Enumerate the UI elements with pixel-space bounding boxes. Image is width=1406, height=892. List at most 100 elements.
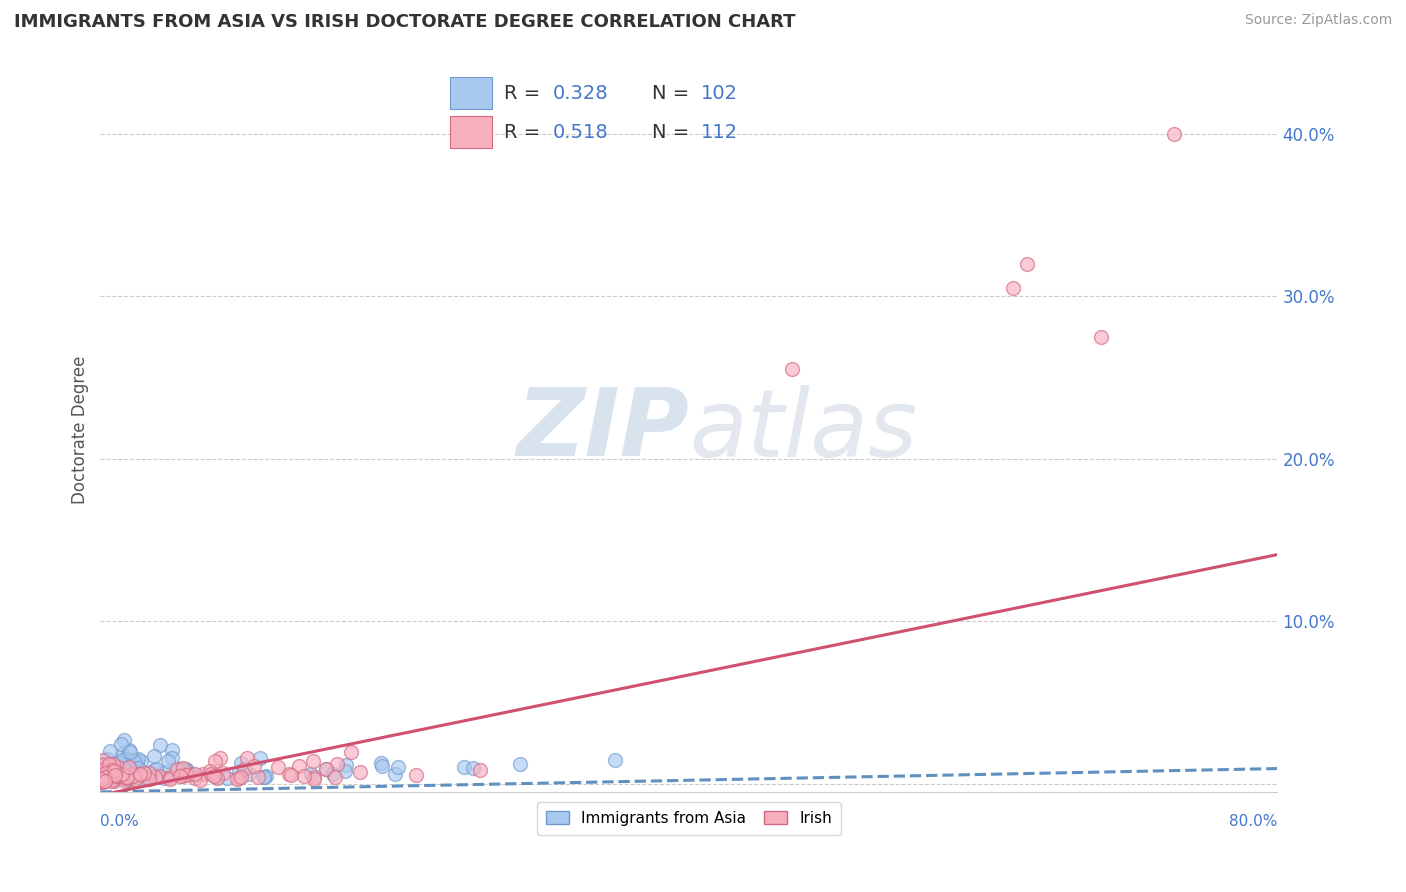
Point <box>114 771 136 785</box>
Point <box>91 770 114 784</box>
Point <box>96 758 118 772</box>
Point <box>1090 330 1112 344</box>
Text: 112: 112 <box>702 123 738 142</box>
Point <box>122 769 145 783</box>
Point <box>315 762 337 776</box>
Point <box>114 766 136 780</box>
Point <box>91 763 114 777</box>
Point <box>93 764 115 778</box>
Point <box>605 753 627 767</box>
Point <box>94 766 117 780</box>
Point <box>94 770 117 784</box>
Point <box>212 766 235 780</box>
Point <box>114 772 136 786</box>
Point <box>112 767 135 781</box>
Point <box>100 764 122 779</box>
Point <box>90 756 112 771</box>
Point <box>172 767 194 781</box>
Point <box>90 773 112 788</box>
Point <box>89 762 111 776</box>
Point <box>149 738 172 752</box>
Point <box>200 766 222 780</box>
Point <box>96 771 118 785</box>
Point <box>252 770 274 784</box>
Point <box>96 752 118 766</box>
Point <box>470 763 492 777</box>
Point <box>93 767 115 781</box>
Point <box>371 759 394 773</box>
Point <box>90 773 112 788</box>
Point <box>302 770 325 784</box>
Point <box>115 752 138 766</box>
Point <box>159 770 181 784</box>
Point <box>97 768 120 782</box>
Point <box>162 751 184 765</box>
Point <box>96 771 118 785</box>
Point <box>205 770 228 784</box>
Point <box>463 761 485 775</box>
Point <box>200 764 222 779</box>
Point <box>108 756 131 770</box>
Point <box>174 768 197 782</box>
Point <box>225 772 247 786</box>
Point <box>101 763 124 777</box>
Point <box>215 771 238 785</box>
Point <box>93 773 115 788</box>
Point <box>90 761 112 775</box>
Point <box>93 773 115 788</box>
Point <box>90 772 112 787</box>
Point <box>124 772 146 786</box>
Point <box>118 745 141 759</box>
Point <box>103 772 125 787</box>
Point <box>90 757 112 772</box>
Point <box>243 759 266 773</box>
Point <box>238 767 260 781</box>
Point <box>90 766 112 780</box>
Point <box>176 764 198 778</box>
Point <box>103 764 125 778</box>
Point <box>387 760 409 774</box>
Point <box>91 772 114 787</box>
Point <box>188 773 211 788</box>
Point <box>125 764 148 779</box>
Point <box>100 772 122 787</box>
Point <box>254 769 277 783</box>
Bar <box>450 78 492 109</box>
Point <box>100 762 122 776</box>
Point <box>91 753 114 767</box>
Point <box>349 765 371 780</box>
Point <box>299 767 322 781</box>
Point <box>326 757 349 772</box>
Point <box>453 759 475 773</box>
Point <box>101 772 124 787</box>
Point <box>110 766 132 780</box>
Point <box>90 764 112 778</box>
Point <box>98 770 121 784</box>
Point <box>155 764 177 779</box>
Point <box>117 760 139 774</box>
Point <box>103 773 125 788</box>
Point <box>91 768 114 782</box>
Point <box>229 770 252 784</box>
Point <box>323 770 346 784</box>
Text: R =: R = <box>503 84 546 103</box>
Point <box>90 775 112 789</box>
Point <box>184 767 207 781</box>
Point <box>127 766 149 780</box>
Point <box>89 772 111 787</box>
Text: 102: 102 <box>702 84 738 103</box>
Point <box>169 769 191 783</box>
Point <box>174 762 197 776</box>
Point <box>89 764 111 778</box>
Point <box>90 770 112 784</box>
Point <box>91 761 114 775</box>
Point <box>127 761 149 775</box>
Point <box>89 770 111 784</box>
Point <box>176 766 198 780</box>
Point <box>110 769 132 783</box>
Point <box>98 768 121 782</box>
Point <box>208 751 231 765</box>
Text: IMMIGRANTS FROM ASIA VS IRISH DOCTORATE DEGREE CORRELATION CHART: IMMIGRANTS FROM ASIA VS IRISH DOCTORATE … <box>14 13 796 31</box>
Point <box>120 764 142 778</box>
Point <box>145 762 167 776</box>
